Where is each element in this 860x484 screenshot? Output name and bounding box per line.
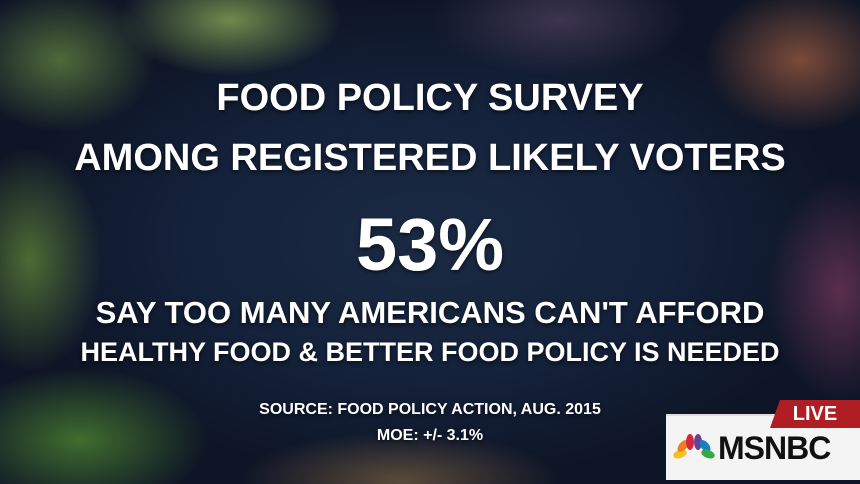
live-badge: LIVE (770, 400, 860, 428)
source-text: SOURCE: FOOD POLICY ACTION, AUG. 2015 (259, 401, 601, 418)
finding-line-1: SAY TOO MANY AMERICANS CAN'T AFFORD (95, 295, 765, 330)
margin-of-error: MOE: +/- 3.1% (376, 427, 484, 444)
finding-line-2: HEALTHY FOOD & BETTER FOOD POLICY IS NEE… (80, 337, 780, 367)
network-name: MSNBC (718, 430, 831, 466)
title-line-1: FOOD POLICY SURVEY (216, 77, 644, 119)
title-line-2: AMONG REGISTERED LIKELY VOTERS (74, 137, 786, 179)
statistic: 53% (355, 203, 505, 286)
nbc-peacock-icon (673, 434, 715, 459)
